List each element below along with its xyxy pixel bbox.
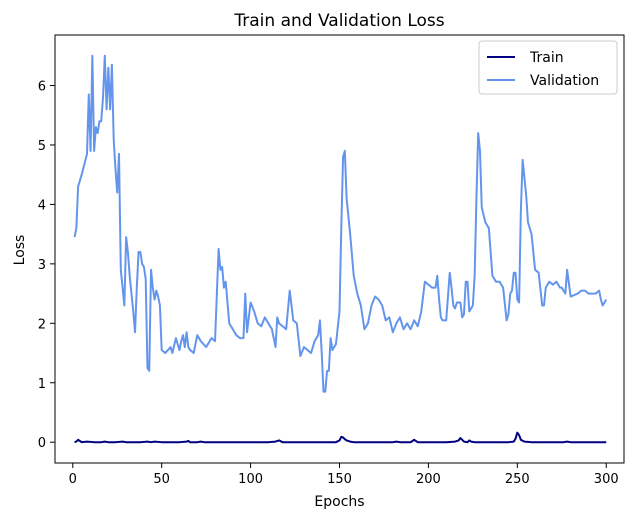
y-tick-label: 5	[38, 139, 46, 154]
y-tick-label: 4	[38, 198, 46, 213]
y-tick-label: 2	[38, 317, 46, 332]
y-tick-label: 1	[38, 377, 46, 392]
x-axis-ticks: 0 50 100 150 200 250 300	[69, 463, 619, 487]
plot-frame	[54, 34, 625, 464]
y-axis-label: Loss	[12, 235, 28, 266]
chart-title: Train and Validation Loss	[233, 11, 444, 31]
x-tick-label: 300	[594, 472, 619, 487]
y-tick-label: 0	[38, 436, 46, 451]
y-tick-label: 3	[38, 258, 46, 273]
series-line-validation	[73, 54, 608, 393]
legend: Train Validation	[478, 40, 618, 95]
legend-label-validation: Validation	[530, 73, 599, 89]
y-axis-ticks: 0 1 2 3 4 5 6	[38, 80, 55, 451]
x-tick-label: 200	[416, 472, 441, 487]
series-layer	[73, 54, 608, 444]
x-tick-label: 0	[69, 472, 77, 487]
x-axis-label: Epochs	[314, 494, 364, 510]
legend-label-train: Train	[529, 50, 564, 66]
x-tick-label: 100	[238, 472, 263, 487]
x-tick-label: 150	[327, 472, 352, 487]
series-line-train	[74, 431, 607, 444]
y-tick-label: 6	[38, 80, 46, 95]
x-tick-label: 250	[505, 472, 530, 487]
x-tick-label: 50	[153, 472, 170, 487]
